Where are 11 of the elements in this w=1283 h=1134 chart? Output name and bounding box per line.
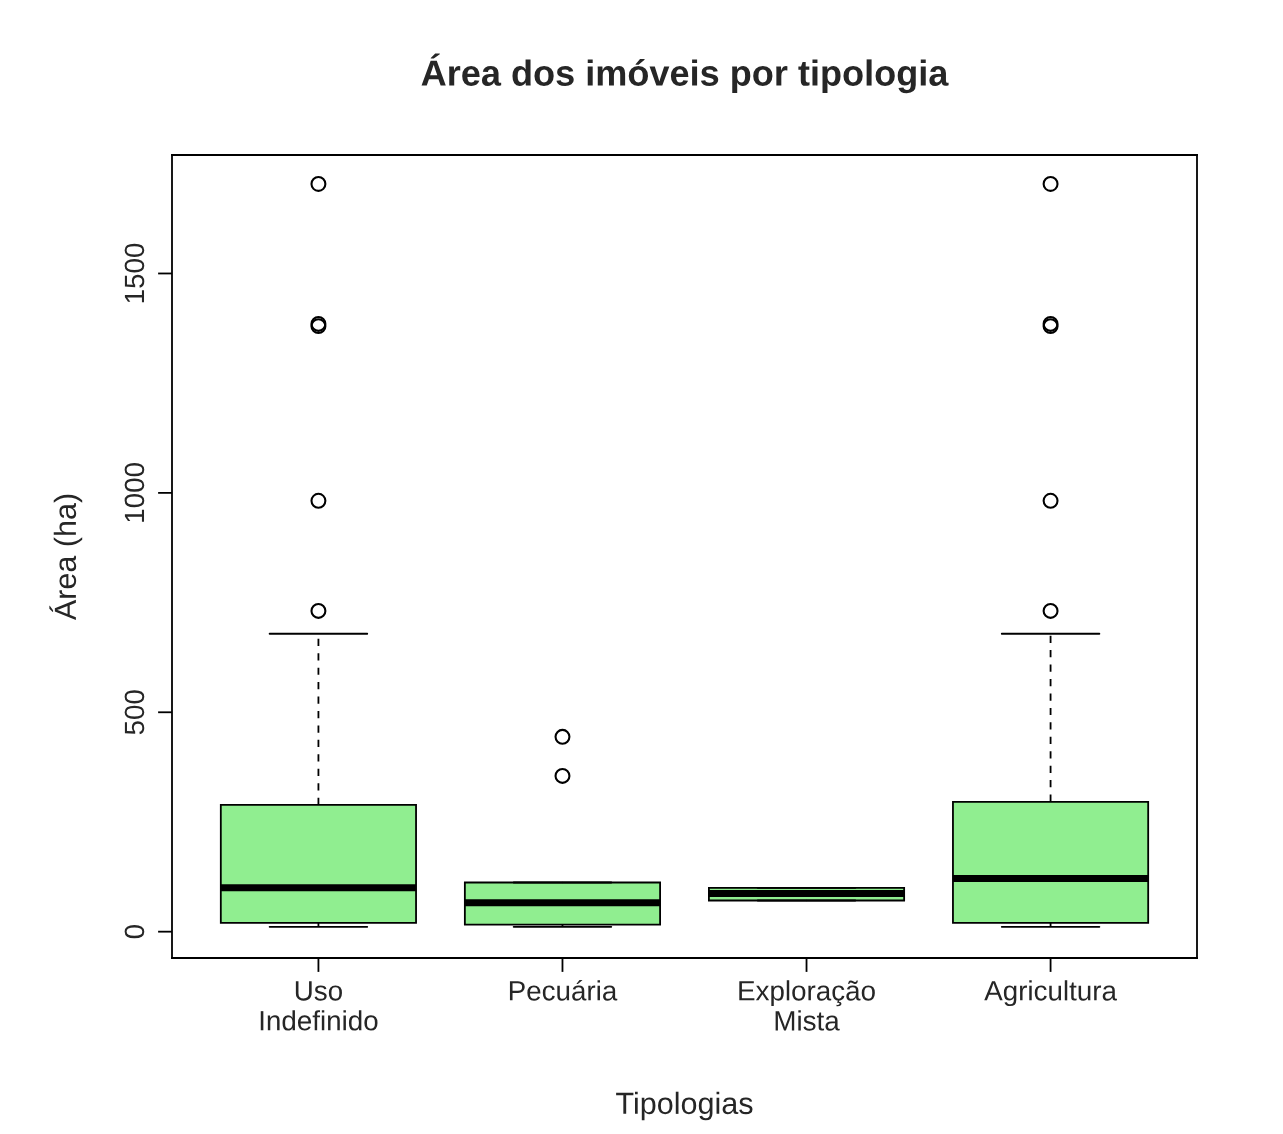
y-tick-label: 1000 (124, 463, 145, 522)
chart-title: Área dos imóveis por tipologia (421, 53, 949, 94)
y-tick-label: 500 (124, 690, 145, 735)
x-tick-label: Agricultura (984, 980, 1117, 1007)
y-tick-label: 1500 (124, 243, 145, 303)
x-axis-title: Tipologias (616, 1091, 753, 1121)
y-axis-title: Área (ha) (49, 494, 83, 621)
x-tick-label: Exploração Mista (739, 980, 875, 1031)
x-tick-label: Pecuária (509, 979, 618, 1001)
y-tick-label: 0 (124, 925, 145, 939)
x-tick-label: Uso Indefinido (260, 981, 378, 1031)
